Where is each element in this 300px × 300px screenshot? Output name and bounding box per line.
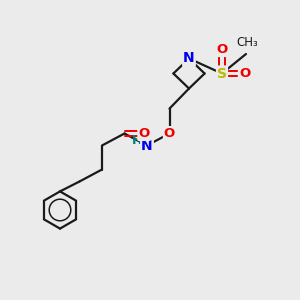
Text: CH₃: CH₃ (237, 37, 258, 50)
Text: O: O (164, 127, 175, 140)
Text: O: O (239, 67, 250, 80)
Text: O: O (216, 43, 228, 56)
Text: H: H (132, 134, 142, 147)
Text: O: O (138, 127, 150, 140)
Text: N: N (141, 139, 153, 152)
Text: N: N (183, 52, 195, 65)
Text: S: S (217, 67, 227, 80)
